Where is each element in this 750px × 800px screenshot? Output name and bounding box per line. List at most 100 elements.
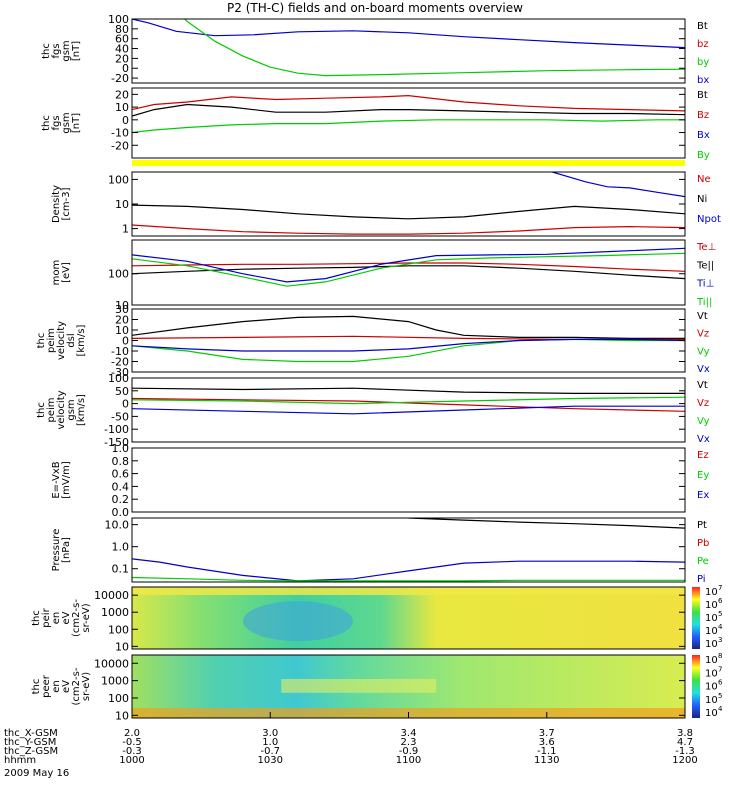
- panel-6: [131, 377, 686, 443]
- series-Te⊥: [132, 262, 685, 272]
- panel-frame: [131, 87, 686, 159]
- colorbar-tick-exponent: 3: [718, 636, 722, 644]
- series-Npot: [552, 172, 685, 198]
- panel-frame: [131, 171, 686, 237]
- panel-1: [131, 18, 686, 84]
- series-Vy: [132, 396, 685, 405]
- y-tick-label: 0.1: [112, 563, 130, 576]
- y-tick-label: -10: [111, 127, 129, 140]
- panel-2: [131, 87, 686, 159]
- x-axis-value: 3.7: [539, 728, 555, 739]
- y-tick-label: 40: [115, 43, 129, 56]
- date-label: 2009 May 16: [4, 768, 69, 779]
- legend-item: Vy: [697, 346, 710, 357]
- panel-frame: [131, 447, 686, 513]
- y-tick-label: 10000: [94, 657, 129, 670]
- y-axis-label: gsm: [61, 40, 72, 61]
- y-tick-label: 100: [108, 372, 129, 385]
- y-axis-label: en: [51, 680, 62, 693]
- colorbar-tick-label: 10: [705, 587, 718, 598]
- y-tick-label: 0: [122, 62, 129, 75]
- x-axis-value: 1.0: [262, 737, 278, 748]
- y-axis-label: [cm-3]: [61, 187, 72, 220]
- y-tick-label: 1.0: [112, 442, 130, 455]
- panel-4: [131, 239, 686, 306]
- legend-item: Ni: [697, 194, 707, 205]
- y-axis-label: fgs: [51, 43, 62, 58]
- colorbar-tick-label: 10: [705, 695, 718, 706]
- y-axis-label: en: [51, 612, 62, 625]
- x-axis-value: 3.8: [677, 728, 693, 739]
- y-tick-label: 0.4: [112, 480, 130, 493]
- x-axis-value: 4.7: [677, 737, 693, 748]
- legend-item: By: [697, 150, 710, 161]
- y-tick-label: 20: [115, 52, 129, 65]
- colorbar-tick-label: 10: [705, 626, 718, 637]
- y-axis-label: fgs: [51, 115, 62, 130]
- y-tick-label: -50: [111, 410, 129, 423]
- y-tick-label: -100: [104, 423, 129, 436]
- colorbar: [692, 587, 700, 649]
- colorbar-tick-label: 10: [705, 639, 718, 650]
- x-axis-value: 3.6: [539, 737, 555, 748]
- legend-item: Te||: [696, 260, 714, 271]
- y-axis-label: thc: [36, 333, 47, 349]
- x-axis-value: -1.1: [537, 746, 557, 757]
- panel-frame: [131, 377, 686, 443]
- x-axis-value: 2.0: [124, 728, 140, 739]
- y-axis-label: thc: [41, 43, 52, 59]
- colorbar-tick-label: 10: [705, 655, 718, 666]
- colorbar-tick-label: 10: [705, 613, 718, 624]
- y-axis-label: [km/s]: [76, 324, 87, 356]
- colorbar-tick-exponent: 4: [718, 705, 723, 713]
- x-axis-value: 1130: [534, 755, 559, 766]
- spectrogram: [132, 587, 685, 649]
- y-tick-label: 0.8: [112, 455, 130, 468]
- legend-item: Ti⊥: [696, 279, 714, 290]
- legend-item: bx: [697, 75, 709, 86]
- x-axis-row-label: hhmm: [4, 755, 36, 766]
- legend-item: Ne: [697, 174, 711, 185]
- figure-title: P2 (TH-C) fields and on-board moments ov…: [227, 1, 523, 15]
- y-tick-label: 0: [122, 398, 129, 411]
- x-axis-value: -0.9: [399, 746, 419, 757]
- legend-item: Bx: [697, 130, 710, 141]
- y-tick-label: 1000: [101, 675, 129, 688]
- panel-frame: [131, 239, 686, 306]
- y-axis-label: eV: [61, 611, 72, 624]
- y-axis-label: [eV]: [61, 262, 72, 283]
- y-axis-label: [nT]: [71, 113, 82, 133]
- y-tick-label: -150: [104, 436, 129, 449]
- colorbar-tick-exponent: 6: [718, 679, 723, 687]
- spectrogram-band: [132, 587, 685, 595]
- y-axis-label: sr-eV): [81, 672, 92, 701]
- legend-item: Ey: [697, 470, 709, 481]
- y-tick-label: 0: [122, 335, 129, 348]
- legend-item: Vt: [697, 311, 708, 322]
- x-axis-value: 3.4: [401, 728, 417, 739]
- panel-8: [131, 517, 686, 583]
- legend-item: Pe: [697, 556, 709, 567]
- x-axis-value: -0.5: [122, 737, 142, 748]
- y-axis-label: Pressure: [51, 529, 62, 572]
- y-tick-label: 100: [108, 268, 129, 281]
- y-tick-label: 10: [115, 324, 129, 337]
- y-axis-label: Density: [51, 185, 62, 223]
- legend-item: Bt: [697, 21, 708, 32]
- x-axis-row-label: thc_Y-GSM: [4, 737, 56, 748]
- colorbar: [692, 655, 700, 718]
- panel-3: [131, 171, 686, 237]
- panel-frame: [131, 586, 686, 650]
- colorbar-tick-exponent: 4: [718, 623, 723, 631]
- panel-5: [131, 308, 686, 373]
- y-axis-label: velocity: [56, 321, 67, 360]
- colorbar-tick-exponent: 5: [718, 610, 722, 618]
- y-axis-label: eV: [61, 680, 72, 693]
- y-tick-label: 0.2: [112, 493, 130, 506]
- x-axis-row-label: thc_Z-GSM: [4, 746, 58, 757]
- data-quality-bar: [132, 160, 685, 166]
- series-bx: [132, 19, 685, 49]
- y-axis-label: (cm2-s-: [71, 667, 82, 705]
- colorbar-tick-exponent: 7: [718, 584, 722, 592]
- y-axis-label: [nT]: [71, 41, 82, 61]
